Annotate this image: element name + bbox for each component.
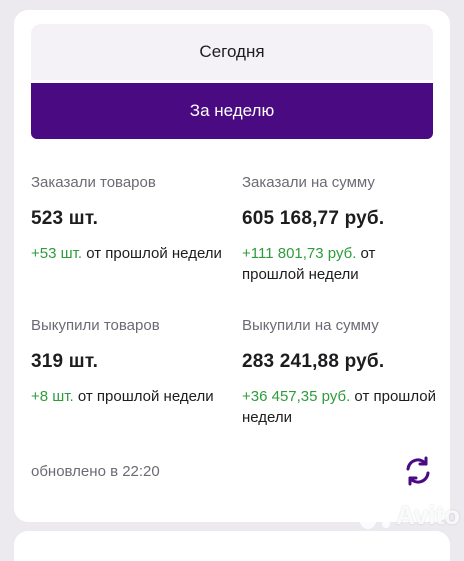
watermark-text: Avito [396,500,461,530]
stat-delta: +111 801,73 руб. от прошлой недели [242,243,442,285]
stat-label: Заказали товаров [31,174,156,191]
stat-delta-text: от прошлой недели [82,245,222,262]
refresh-icon[interactable] [402,455,434,487]
avito-watermark: Avito [358,500,460,531]
stats-card: Сегодня За неделю Заказали товаров 523 ш… [14,10,450,522]
stat-delta-value: +8 шт. [31,388,74,405]
avito-logo-icon [360,503,390,529]
stat-label: Заказали на сумму [242,174,375,191]
stat-delta-value: +111 801,73 руб. [242,245,357,262]
stat-label: Выкупили товаров [31,317,160,334]
stat-bought-items: Выкупили товаров 319 шт. +8 шт. от прошл… [31,317,231,407]
segment-today-button[interactable]: Сегодня [31,24,433,80]
stat-delta-text: от прошлой недели [242,388,436,426]
stat-delta-value: +53 шт. [31,245,83,262]
stat-ordered-sum: Заказали на сумму 605 168,77 руб. +111 8… [242,174,442,285]
stat-ordered-items: Заказали товаров 523 шт. +53 шт. от прош… [31,174,231,264]
updated-timestamp: обновлено в 22:20 [31,463,160,480]
stat-label: Выкупили на сумму [242,317,379,334]
stat-value: 283 241,88 руб. [242,351,385,372]
stat-delta-text: от прошлой недели [73,388,214,405]
stat-value: 605 168,77 руб. [242,208,385,229]
stat-delta: +36 457,35 руб. от прошлой недели [242,386,442,428]
segment-week-button[interactable]: За неделю [31,83,433,139]
stat-bought-sum: Выкупили на сумму 283 241,88 руб. +36 45… [242,317,442,428]
next-card [14,531,450,561]
stat-value: 319 шт. [31,351,99,372]
stat-value: 523 шт. [31,208,99,229]
stat-delta: +53 шт. от прошлой недели [31,243,231,264]
stat-delta-value: +36 457,35 руб. [242,388,351,405]
stat-delta: +8 шт. от прошлой недели [31,386,231,407]
stat-delta-text: от прошлой недели [242,245,376,283]
